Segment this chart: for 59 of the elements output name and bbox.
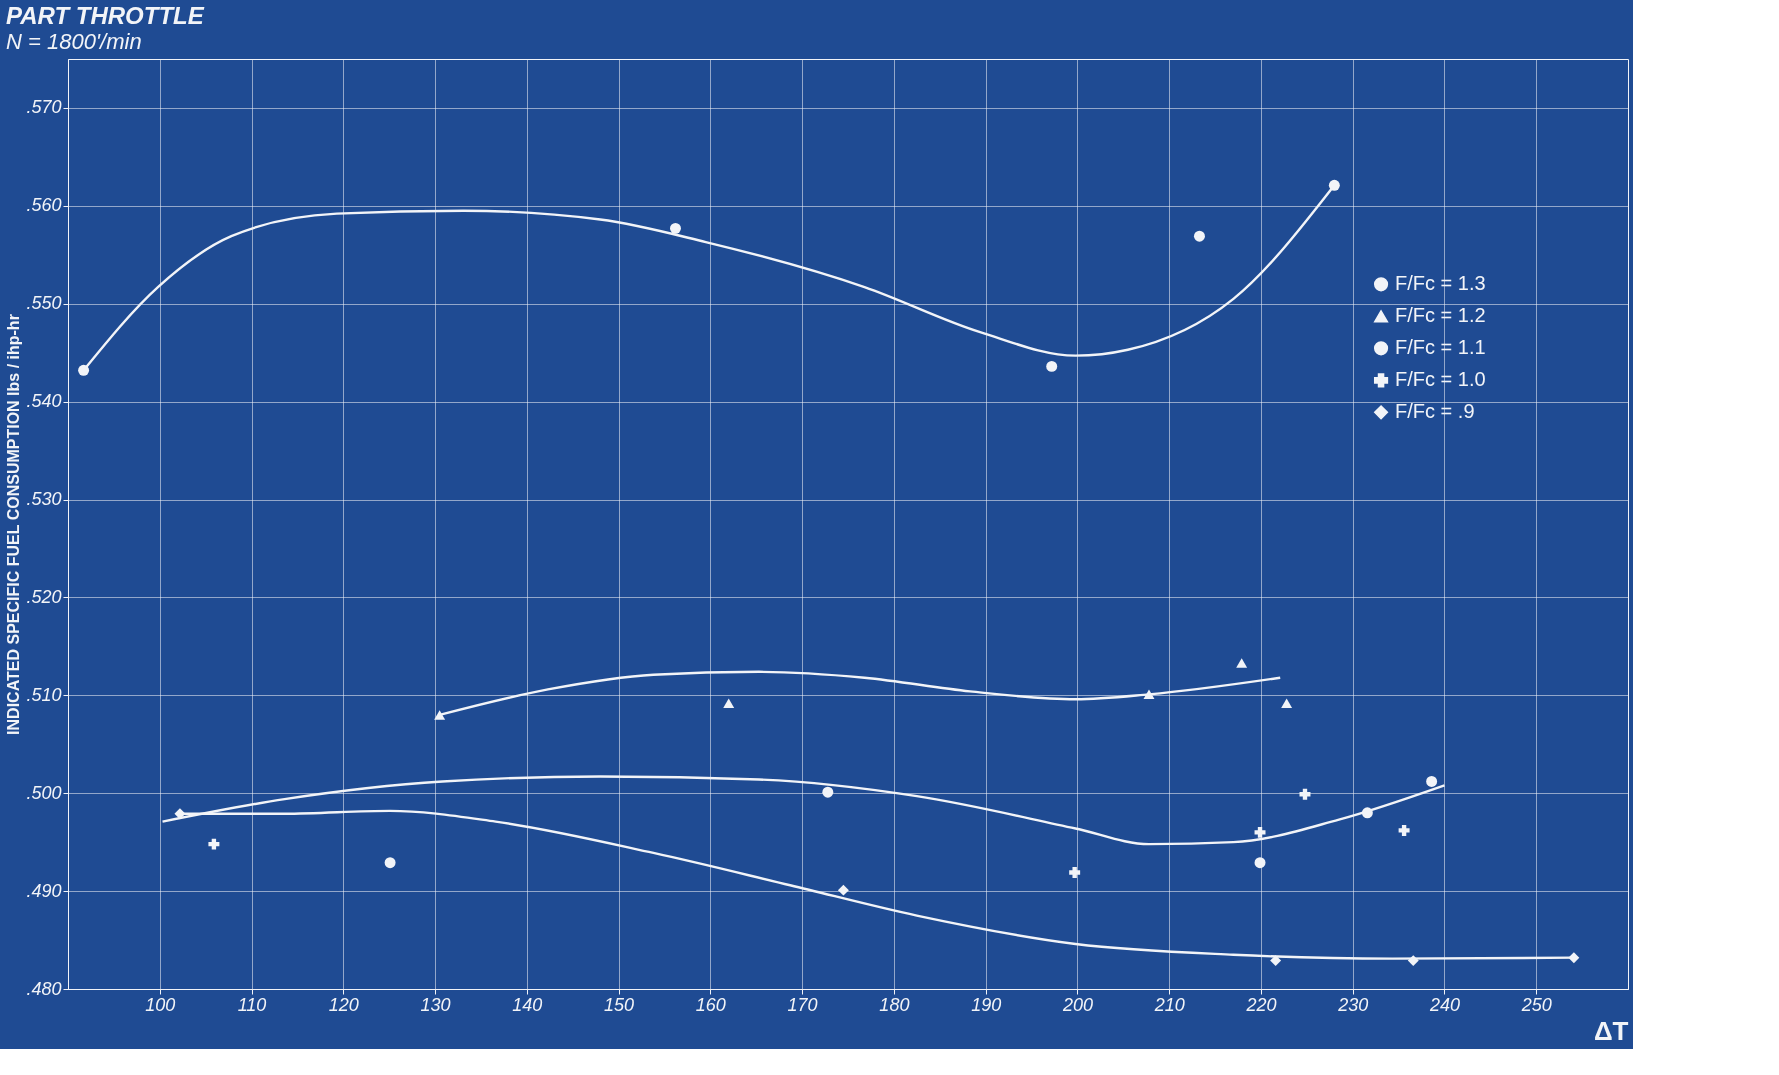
point xyxy=(670,222,681,234)
point xyxy=(208,838,220,850)
point xyxy=(1398,824,1410,836)
x-tick-label: 130 xyxy=(420,994,451,1015)
y-tick-label: .490 xyxy=(26,880,62,901)
x-tick-label: 170 xyxy=(787,994,818,1015)
point xyxy=(1568,952,1580,964)
point xyxy=(1069,867,1081,878)
point xyxy=(1046,360,1058,372)
point xyxy=(1254,826,1266,838)
y-tick-label: .500 xyxy=(26,782,62,803)
legend-label: F/Fc = 1.1 xyxy=(1395,336,1486,359)
point xyxy=(1407,955,1419,967)
chart-title: PART THROTTLE xyxy=(5,2,205,29)
x-tick-label: 160 xyxy=(695,994,726,1015)
x-tick-label: 120 xyxy=(328,994,359,1015)
x-tick-label: 220 xyxy=(1245,994,1277,1015)
legend-label: F/Fc = 1.3 xyxy=(1395,272,1486,295)
point xyxy=(384,857,396,869)
point xyxy=(1328,179,1340,191)
x-axis-title: ΔT xyxy=(1593,1015,1629,1046)
legend-label: F/Fc = .9 xyxy=(1395,400,1475,423)
y-axis-title: INDICATED SPECIFIC FUEL CONSUMPTION lbs / ihp-hr xyxy=(5,314,23,735)
y-tick-label: .560 xyxy=(26,195,62,216)
x-tick-label: 210 xyxy=(1153,994,1185,1015)
y-tick-label: .550 xyxy=(26,293,62,314)
point xyxy=(1254,857,1266,869)
x-tick-label: 230 xyxy=(1337,994,1369,1015)
y-tick-label: .570 xyxy=(26,97,62,118)
point xyxy=(1281,698,1293,708)
y-tick-label: .530 xyxy=(26,489,62,510)
x-tick-label: 100 xyxy=(145,994,176,1015)
point xyxy=(1426,776,1438,787)
point xyxy=(1270,955,1282,967)
x-tick-label: 140 xyxy=(512,994,543,1015)
point xyxy=(1193,230,1205,242)
point xyxy=(1143,689,1155,700)
x-tick-label: 150 xyxy=(604,994,635,1015)
x-tick-label: 110 xyxy=(237,994,267,1015)
x-tick-label: 250 xyxy=(1520,994,1552,1015)
point xyxy=(1361,807,1373,819)
y-tick-label: .520 xyxy=(26,586,62,607)
x-tick-label: 180 xyxy=(879,994,910,1015)
y-tick-label: .540 xyxy=(26,391,62,412)
point xyxy=(1236,658,1248,668)
x-tick-label: 190 xyxy=(971,994,1002,1015)
point xyxy=(78,364,90,376)
y-tick-label: .510 xyxy=(26,684,62,705)
x-tick-label: 240 xyxy=(1428,994,1460,1015)
point xyxy=(822,786,834,798)
legend-label: F/Fc = 1.0 xyxy=(1395,368,1486,391)
point xyxy=(434,710,446,720)
point xyxy=(723,698,735,708)
x-tick-label: 200 xyxy=(1061,994,1093,1015)
chart-subtitle: N = 1800'/min xyxy=(5,29,142,54)
legend-label: F/Fc = 1.2 xyxy=(1395,304,1486,327)
point xyxy=(174,808,186,820)
y-tick-label: .480 xyxy=(26,978,62,999)
point xyxy=(837,884,849,896)
